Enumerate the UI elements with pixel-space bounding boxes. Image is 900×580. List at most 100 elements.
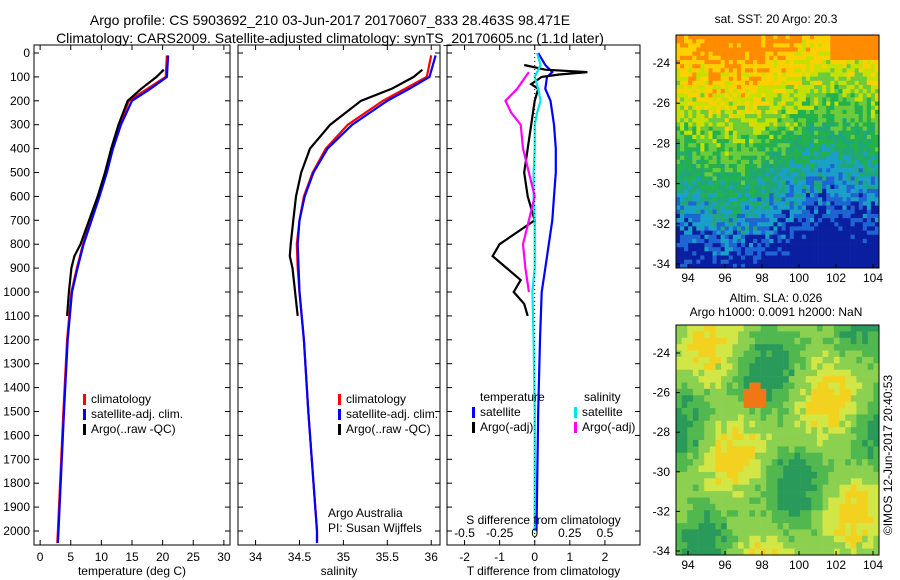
map-cell <box>726 535 733 543</box>
map-cell <box>712 226 717 231</box>
map-cell <box>754 433 761 441</box>
map-cell <box>789 118 795 123</box>
map-cell <box>720 47 726 52</box>
map-cell <box>781 114 786 119</box>
map-cell <box>715 408 722 415</box>
map-cell <box>765 184 770 190</box>
map-cell <box>676 151 681 156</box>
map-cell <box>740 222 746 227</box>
map-cell <box>816 350 823 358</box>
map-cell <box>773 122 778 127</box>
map-cell <box>809 234 815 240</box>
map-cell <box>781 134 786 140</box>
map-cell <box>842 126 847 131</box>
map-cell <box>749 213 754 219</box>
map-cell <box>766 503 773 511</box>
map-cell <box>704 126 709 131</box>
map-cell <box>862 176 868 181</box>
legend-swatch <box>83 409 86 420</box>
map-cell <box>874 68 880 73</box>
map-cell <box>704 446 711 454</box>
map-cell <box>822 64 827 69</box>
map-cell <box>736 147 742 152</box>
map-cell <box>818 147 823 152</box>
map-cell <box>822 548 829 556</box>
map-cell <box>732 548 739 556</box>
map-cell <box>676 159 681 165</box>
map-cell <box>822 376 829 383</box>
map-cell <box>801 114 807 119</box>
sst-map-x-tick-label: 104 <box>863 271 883 285</box>
map-cell <box>870 176 876 181</box>
map-cell <box>769 47 774 52</box>
map-cell <box>726 427 733 434</box>
map-cell <box>687 478 694 486</box>
map-cell <box>715 548 722 556</box>
map-cell <box>765 218 770 223</box>
map-cell <box>687 395 694 402</box>
map-cell <box>761 255 766 260</box>
y-tick-label: 1400 <box>3 381 30 395</box>
map-cell <box>777 213 782 219</box>
map-cell <box>789 172 795 177</box>
map-cell <box>740 230 746 236</box>
map-cell <box>830 147 835 152</box>
map-cell <box>862 193 868 198</box>
map-cell <box>736 163 742 169</box>
map-cell <box>866 243 872 248</box>
map-cell <box>858 72 864 77</box>
map-cell <box>850 263 855 269</box>
map-cell <box>828 401 835 409</box>
map-cell <box>753 55 758 61</box>
map-cell <box>800 337 806 345</box>
map-cell <box>692 251 697 256</box>
map-cell <box>676 105 681 111</box>
map-cell <box>692 459 699 466</box>
map-cell <box>858 259 864 265</box>
map-cell <box>708 201 713 206</box>
map-cell <box>858 255 864 260</box>
map-cell <box>766 459 773 466</box>
map-cell <box>867 510 874 517</box>
map-cell <box>684 139 689 144</box>
map-cell <box>769 84 774 90</box>
map-cell <box>828 388 835 396</box>
map-cell <box>749 344 756 351</box>
map-cell <box>728 59 734 65</box>
map-cell <box>797 122 803 127</box>
map-cell <box>818 180 823 186</box>
map-cell <box>818 126 823 131</box>
map-cell <box>765 134 770 140</box>
map-cell <box>712 172 717 177</box>
map-cell <box>862 529 869 537</box>
map-cell <box>732 51 738 57</box>
map-cell <box>805 72 811 77</box>
map-cell <box>785 247 790 252</box>
map-cell <box>743 478 750 486</box>
map-cell <box>724 209 730 215</box>
map-cell <box>818 226 823 231</box>
map-cell <box>822 43 827 48</box>
map-cell <box>676 39 681 44</box>
map-cell <box>692 147 697 152</box>
map-cell <box>866 180 872 186</box>
map-cell <box>797 243 803 248</box>
map-cell <box>732 39 738 44</box>
map-cell <box>870 139 876 144</box>
map-cell <box>814 130 819 136</box>
map-cell <box>688 93 693 98</box>
map-cell <box>724 89 730 94</box>
map-cell <box>704 134 709 140</box>
map-cell <box>866 122 872 127</box>
map-cell <box>692 163 697 169</box>
map-cell <box>873 484 880 492</box>
map-cell <box>749 388 756 396</box>
map-cell <box>749 369 756 377</box>
map-cell <box>696 105 701 111</box>
map-cell <box>822 213 827 219</box>
map-cell <box>766 420 773 428</box>
map-cell <box>721 363 728 371</box>
map-cell <box>811 363 818 371</box>
map-cell <box>696 35 701 40</box>
map-cell <box>757 147 762 152</box>
